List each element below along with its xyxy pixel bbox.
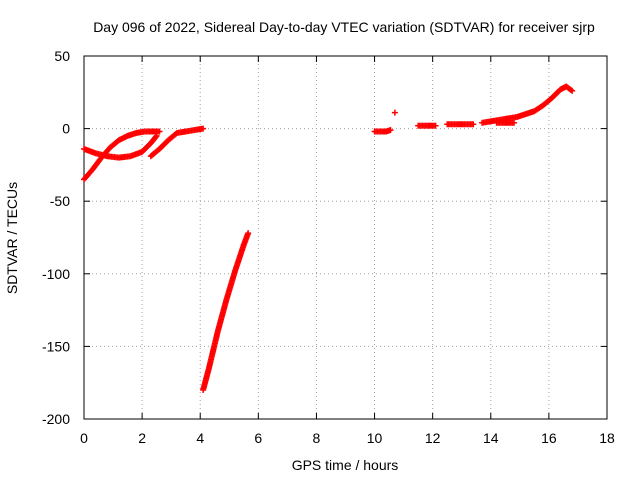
series-arc-h bbox=[444, 121, 477, 128]
series-arc-c bbox=[147, 125, 207, 160]
x-tick-label: 4 bbox=[196, 430, 204, 446]
x-tick-label: 2 bbox=[138, 430, 146, 446]
x-tick-labels: 0 2 4 6 8 10 12 14 16 18 bbox=[80, 430, 615, 446]
x-tick-label: 8 bbox=[313, 430, 321, 446]
y-tick-label: 50 bbox=[54, 48, 70, 64]
y-tick-label: -100 bbox=[42, 266, 70, 282]
y-tick-label: -150 bbox=[42, 338, 70, 354]
series-arc-e bbox=[371, 127, 394, 135]
x-tick-label: 0 bbox=[80, 430, 88, 446]
y-tick-label: -200 bbox=[42, 411, 70, 427]
x-tick-label: 14 bbox=[483, 430, 499, 446]
y-axis-label: SDTVAR / TECUs bbox=[4, 182, 20, 294]
series-arc-d bbox=[200, 230, 252, 393]
series-arc-f bbox=[391, 109, 398, 116]
grid-lines bbox=[84, 56, 607, 419]
x-axis-label: GPS time / hours bbox=[292, 457, 399, 473]
chart-title: Day 096 of 2022, Sidereal Day-to-day VTE… bbox=[93, 19, 595, 35]
x-tick-label: 6 bbox=[254, 430, 262, 446]
axis-ticks bbox=[83, 55, 608, 420]
y-tick-label: 0 bbox=[62, 121, 70, 137]
data-points bbox=[81, 83, 576, 393]
series-arc-b bbox=[81, 132, 160, 161]
x-tick-label: 18 bbox=[599, 430, 615, 446]
plot-frame bbox=[83, 55, 608, 420]
y-tick-label: -50 bbox=[50, 193, 70, 209]
y-tick-labels: -200 -150 -100 -50 0 50 bbox=[42, 48, 70, 427]
series-arc-j bbox=[493, 119, 518, 126]
x-tick-label: 12 bbox=[425, 430, 441, 446]
series-arc-g bbox=[415, 122, 439, 129]
x-tick-label: 16 bbox=[541, 430, 557, 446]
x-tick-label: 10 bbox=[367, 430, 383, 446]
series-arc-i bbox=[479, 83, 576, 126]
